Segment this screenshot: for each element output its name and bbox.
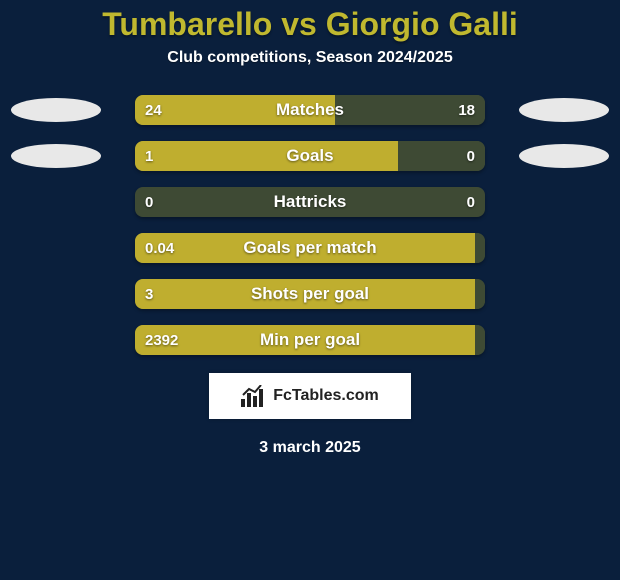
stat-bar: 0.04Goals per match (135, 233, 485, 263)
stat-bar: 3Shots per goal (135, 279, 485, 309)
left-pill (11, 98, 101, 122)
left-pill (11, 236, 101, 260)
right-pill (519, 190, 609, 214)
stat-row: 0.04Goals per match (0, 233, 620, 263)
right-pill (519, 98, 609, 122)
stat-bar: 2418Matches (135, 95, 485, 125)
infographic-date: 3 march 2025 (0, 439, 620, 457)
left-pill (11, 282, 101, 306)
stat-bar: 2392Min per goal (135, 325, 485, 355)
logo-text: FcTables.com (273, 387, 379, 405)
left-pill (11, 328, 101, 352)
stat-row: 2392Min per goal (0, 325, 620, 355)
stat-label: Goals per match (135, 233, 485, 263)
stat-row: 2418Matches (0, 95, 620, 125)
left-pill (11, 144, 101, 168)
stat-bar: 10Goals (135, 141, 485, 171)
chart-icon (241, 385, 267, 407)
right-pill (519, 282, 609, 306)
stat-label: Goals (135, 141, 485, 171)
page-subtitle: Club competitions, Season 2024/2025 (0, 49, 620, 67)
stat-label: Shots per goal (135, 279, 485, 309)
stat-rows: 2418Matches 10Goals 00Hattricks 0.04Goals p… (0, 95, 620, 355)
stat-row: 10Goals (0, 141, 620, 171)
stat-row: 00Hattricks (0, 187, 620, 217)
stat-bar: 00Hattricks (135, 187, 485, 217)
site-logo: FcTables.com (209, 373, 411, 419)
right-pill (519, 144, 609, 168)
right-pill (519, 236, 609, 260)
comparison-infographic: Tumbarello vs Giorgio Galli Club competi… (0, 0, 620, 580)
stat-label: Min per goal (135, 325, 485, 355)
page-title: Tumbarello vs Giorgio Galli (0, 0, 620, 43)
stat-label: Matches (135, 95, 485, 125)
left-pill (11, 190, 101, 214)
right-pill (519, 328, 609, 352)
stat-row: 3Shots per goal (0, 279, 620, 309)
stat-label: Hattricks (135, 187, 485, 217)
